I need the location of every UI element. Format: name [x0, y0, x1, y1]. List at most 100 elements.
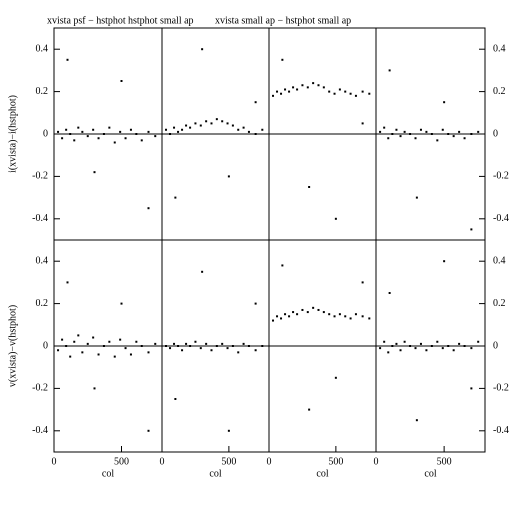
- point: [399, 349, 402, 352]
- point: [181, 349, 184, 352]
- point: [113, 141, 116, 144]
- point: [226, 347, 229, 350]
- point: [328, 313, 331, 316]
- point: [395, 342, 398, 345]
- point: [135, 133, 138, 135]
- point: [165, 128, 168, 131]
- point: [261, 345, 264, 347]
- point: [338, 88, 341, 91]
- point: [395, 128, 398, 131]
- point: [288, 90, 291, 93]
- point: [140, 345, 143, 347]
- point: [65, 345, 68, 347]
- point: [247, 130, 250, 133]
- point: [129, 128, 132, 131]
- point: [185, 342, 188, 345]
- point: [349, 317, 352, 320]
- point: [102, 345, 105, 347]
- point: [292, 311, 295, 314]
- point: [361, 281, 364, 284]
- point: [399, 135, 402, 138]
- point: [344, 90, 347, 93]
- point: [317, 308, 320, 311]
- point: [409, 345, 412, 347]
- point: [308, 186, 311, 188]
- point: [221, 342, 224, 345]
- point: [189, 126, 192, 129]
- point: [322, 86, 325, 89]
- point: [361, 315, 364, 318]
- y-axis-label: i(xvista)−i(hstphot): [7, 95, 18, 173]
- point: [368, 92, 371, 95]
- y2-tick-label: -0.4: [493, 213, 509, 224]
- point: [237, 128, 240, 131]
- point: [177, 345, 180, 347]
- point: [281, 58, 284, 61]
- point: [69, 355, 72, 358]
- point: [73, 340, 76, 343]
- x-tick-label: 0: [52, 456, 57, 467]
- point: [443, 260, 446, 263]
- x-tick-label: 0: [160, 456, 165, 467]
- point: [470, 228, 473, 231]
- point: [334, 376, 337, 379]
- point: [261, 128, 264, 131]
- point: [205, 342, 208, 345]
- point: [199, 124, 202, 127]
- point: [124, 137, 127, 140]
- point: [173, 126, 176, 129]
- point: [272, 94, 275, 97]
- point: [174, 196, 177, 199]
- x-axis-label: col: [424, 468, 436, 479]
- y-tick-label: -0.4: [32, 213, 48, 224]
- point: [227, 429, 230, 432]
- point: [77, 334, 80, 337]
- y-tick-label: -0.2: [32, 383, 48, 394]
- point: [140, 139, 143, 142]
- point: [124, 347, 127, 350]
- point: [470, 347, 473, 350]
- y2-tick-label: -0.4: [493, 425, 509, 436]
- point: [328, 90, 331, 93]
- point: [169, 347, 172, 350]
- point: [349, 92, 352, 95]
- point: [477, 130, 480, 133]
- point: [379, 347, 382, 350]
- x-axis-label: col: [316, 468, 328, 479]
- point: [154, 342, 157, 345]
- point: [97, 353, 100, 356]
- point: [102, 133, 105, 135]
- y2-tick-label: 0.2: [493, 86, 506, 97]
- point: [201, 48, 204, 51]
- point: [403, 340, 406, 343]
- x-tick-label: 500: [221, 456, 236, 467]
- point: [147, 207, 150, 210]
- point: [441, 347, 444, 350]
- y2-tick-label: 0.4: [493, 255, 506, 266]
- point: [280, 92, 283, 95]
- point: [312, 82, 315, 85]
- point: [430, 345, 433, 347]
- point: [210, 349, 213, 352]
- point: [254, 349, 257, 352]
- point: [463, 137, 466, 140]
- point: [215, 345, 218, 347]
- panel-title: xvista small ap − hstphot small ap: [215, 15, 351, 26]
- point: [477, 340, 480, 343]
- point: [470, 133, 473, 135]
- point: [227, 175, 230, 178]
- y2-tick-label: 0: [493, 128, 498, 139]
- point: [280, 317, 283, 320]
- point: [387, 137, 390, 140]
- point: [419, 128, 422, 131]
- point: [354, 94, 357, 97]
- point: [443, 101, 446, 104]
- point: [414, 347, 417, 350]
- point: [379, 130, 382, 133]
- point: [119, 338, 122, 341]
- point: [441, 128, 444, 131]
- point: [194, 122, 197, 125]
- point: [284, 313, 287, 316]
